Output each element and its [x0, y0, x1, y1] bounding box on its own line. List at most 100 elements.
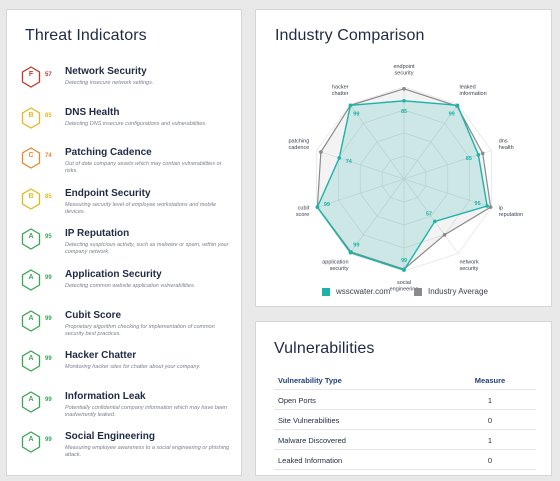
grade-letter: A [28, 274, 34, 281]
radar-value-label: 99 [324, 202, 330, 208]
radar-point-average [442, 233, 447, 237]
grade-score: 95 [45, 234, 52, 241]
radar-spoke [403, 178, 459, 254]
radar-value-label: 99 [401, 258, 407, 264]
threat-indicator-item[interactable]: A 99 Cubit Score Proprietary algorithm chec… [7, 310, 243, 350]
legend-average[interactable]: Industry Average [414, 287, 488, 296]
grade-letter: B [28, 192, 34, 200]
threat-indicator-item[interactable]: F 57 Network Security Detecting insecure ne… [7, 66, 243, 106]
vulnerabilities-table: Vulnerability Type Measure Open Ports 1 … [274, 370, 536, 470]
threat-indicators-title: Threat Indicators [25, 27, 147, 44]
threat-indicator-item[interactable]: A 99 Social Engineering Measuring employee … [7, 431, 243, 471]
table-row: Leaked Information 0 [274, 450, 536, 470]
grade-score: 99 [45, 396, 52, 403]
grade-score: 99 [45, 356, 52, 363]
radar-point-average [488, 205, 493, 209]
grade-letter: C [28, 152, 34, 160]
radar-axis-label: cubit score [296, 205, 310, 218]
grade-hexagon-icon [21, 269, 41, 291]
indicator-description: Potentially confidential company informa… [65, 404, 228, 418]
vuln-type: Malware Discovered [278, 436, 346, 445]
vuln-type: Leaked Information [278, 456, 343, 465]
grade-hexagon-icon [21, 431, 41, 454]
radar-axis-label: application security [322, 259, 349, 272]
radar-axis-label: leaked information [459, 85, 486, 98]
grade-hexagon-icon [21, 391, 41, 413]
indicator-name: Information Leak [65, 390, 146, 402]
radar-point-company [348, 250, 353, 255]
vuln-measure: 1 [487, 436, 493, 445]
threat-indicators-card: Threat Indicators F 57 Network Security Det… [6, 9, 242, 476]
indicator-name: Hacker Chatter [65, 350, 137, 362]
radar-point-average [319, 150, 323, 154]
radar-point-company [348, 103, 353, 108]
grade-hexagon-icon [21, 309, 41, 332]
indicator-name: IP Reputation [65, 228, 130, 240]
indicator-description: Measuring employee awareness to a social… [65, 445, 230, 459]
radar-axis-label: patching cadence [288, 139, 309, 152]
radar-axis-label: social engineering [390, 280, 419, 293]
legend-company-label: wsscwater.com [336, 287, 391, 296]
radar-value-label: 85 [401, 109, 407, 115]
grade-letter: A [28, 233, 34, 241]
threat-indicator-item[interactable]: A 99 Hacker Chatter Monitoring hacker sites… [7, 350, 243, 390]
indicator-name: Endpoint Security [65, 187, 151, 199]
grade-letter: A [28, 314, 34, 322]
grade-hexagon-icon [21, 188, 41, 210]
radar-spoke [349, 104, 405, 180]
grade-letter: A [28, 436, 34, 444]
vuln-type: Open Ports [278, 396, 316, 405]
grade-hexagon-icon [21, 350, 41, 372]
radar-point-company [337, 156, 342, 160]
vulnerabilities-title: Vulnerabilities [274, 340, 375, 357]
grade-hexagon-icon [21, 228, 41, 251]
table-header-row: Vulnerability Type Measure [274, 370, 536, 390]
indicator-name: Patching Cadence [65, 147, 152, 159]
indicator-name: Social Engineering [65, 431, 156, 443]
grade-score: 99 [45, 315, 52, 322]
grade-hexagon-icon [21, 66, 41, 88]
indicator-name: Network Security [65, 66, 147, 77]
radar-value-label: 99 [353, 243, 359, 249]
grade-letter: A [28, 395, 34, 403]
threat-indicator-item[interactable]: A 99 Information Leak Potentially confident… [7, 391, 243, 431]
radar-point-company [455, 103, 460, 108]
threat-indicator-item[interactable]: A 99 Application Security Detecting common … [7, 269, 243, 309]
table-row: Site Vulnerabilities 0 [274, 410, 536, 430]
threat-indicator-item[interactable]: A 95 IP Reputation Detecting suspicious act… [7, 228, 243, 268]
threat-indicator-item[interactable]: C 74 Patching Cadence Out of date company a… [7, 147, 243, 187]
legend-company[interactable]: wsscwater.com [322, 287, 390, 296]
radar-axis-label: hacker chatter [332, 85, 349, 98]
vulnerabilities-card: Vulnerabilities Vulnerability Type Measu… [255, 321, 552, 476]
radar-point-company [402, 99, 406, 103]
radar-value-label: 99 [449, 111, 455, 117]
radar-point-company [476, 153, 481, 157]
col-header-type: Vulnerability Type [278, 376, 342, 385]
radar-value-label: 85 [466, 156, 472, 162]
grade-letter: B [28, 111, 34, 119]
radar-point-average [402, 87, 406, 91]
legend-average-swatch [414, 287, 422, 296]
indicator-description: Detecting common website application vul… [65, 283, 196, 289]
indicator-description: Out of date company assets which may con… [65, 161, 222, 175]
grade-score: 85 [45, 112, 52, 119]
legend-average-label: Industry Average [428, 287, 488, 296]
threat-indicator-item[interactable]: B 85 Endpoint Security Measuring security l… [7, 188, 243, 228]
grade-score: 74 [45, 153, 52, 160]
radar-point-company [485, 204, 489, 208]
threat-indicator-item[interactable]: B 85 DNS Health Detecting DNS insecure conf… [7, 107, 243, 147]
grade-score: 85 [45, 193, 52, 200]
radar-axis-label: network security [459, 259, 479, 272]
radar-value-label: 99 [353, 111, 359, 117]
vuln-measure: 0 [487, 456, 493, 465]
radar-value-label: 57 [426, 211, 432, 217]
indicator-description: Measuring security level of employee wor… [65, 201, 217, 215]
col-header-measure: Measure [474, 376, 506, 385]
vuln-measure: 0 [487, 416, 493, 425]
grade-letter: F [28, 71, 34, 78]
indicator-description: Detecting insecure network settings. [65, 80, 154, 86]
indicator-description: Proprietary algorithm checking for imple… [65, 323, 215, 337]
radar-point-company [402, 268, 406, 272]
vuln-type: Site Vulnerabilities [278, 416, 340, 425]
radar-spoke [403, 178, 492, 208]
